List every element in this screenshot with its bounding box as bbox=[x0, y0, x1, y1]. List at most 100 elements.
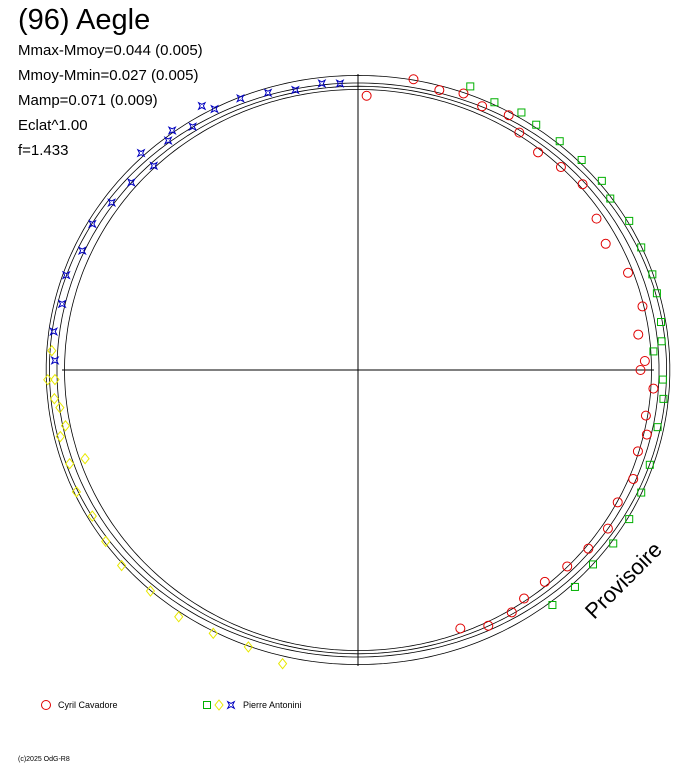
data-point bbox=[539, 576, 550, 587]
legend-marker bbox=[203, 701, 211, 709]
data-point bbox=[126, 178, 136, 187]
data-point bbox=[562, 561, 573, 572]
legend-marker bbox=[214, 699, 224, 711]
data-point bbox=[167, 126, 177, 135]
data-point bbox=[506, 607, 517, 618]
data-point bbox=[652, 289, 661, 298]
data-point bbox=[641, 429, 652, 440]
data-point bbox=[208, 627, 218, 640]
data-point bbox=[210, 104, 219, 114]
data-point bbox=[87, 219, 97, 229]
data-point bbox=[637, 301, 648, 312]
data-point bbox=[633, 329, 644, 340]
data-point bbox=[434, 85, 445, 96]
data-point bbox=[657, 318, 666, 327]
data-point bbox=[555, 137, 564, 146]
data-point bbox=[570, 582, 579, 591]
data-point bbox=[163, 136, 173, 145]
data-point bbox=[533, 147, 544, 158]
data-point bbox=[645, 460, 654, 469]
data-point bbox=[653, 423, 662, 432]
data-point bbox=[50, 373, 60, 386]
data-point bbox=[80, 452, 90, 465]
data-point bbox=[49, 327, 59, 336]
data-point bbox=[149, 161, 159, 171]
data-point bbox=[277, 657, 288, 670]
legend-label-pierre-antonini: Pierre Antonini bbox=[243, 700, 302, 710]
model-curve bbox=[56, 85, 660, 655]
copyright: (c)2025 OdG-R8 bbox=[18, 756, 70, 763]
data-point bbox=[188, 122, 198, 132]
data-point bbox=[583, 543, 594, 554]
data-point bbox=[658, 375, 667, 384]
data-point bbox=[503, 110, 514, 121]
stat-mamp: Mamp=0.071 (0.009) bbox=[18, 92, 158, 109]
data-points bbox=[43, 74, 668, 670]
data-point bbox=[589, 560, 598, 569]
data-point bbox=[628, 473, 639, 484]
data-point bbox=[101, 535, 111, 548]
data-point bbox=[290, 85, 300, 95]
legend-marker bbox=[226, 700, 236, 710]
stat-mmax-mmoy: Mmax-Mmoy=0.044 (0.005) bbox=[18, 42, 203, 59]
data-point bbox=[532, 120, 541, 129]
data-point bbox=[107, 198, 117, 208]
data-point bbox=[602, 523, 613, 534]
data-point bbox=[455, 623, 466, 634]
data-point bbox=[263, 88, 273, 98]
data-point bbox=[637, 243, 646, 252]
data-point bbox=[77, 246, 87, 256]
data-point bbox=[625, 515, 634, 524]
data-point bbox=[640, 410, 651, 421]
data-point bbox=[577, 179, 588, 190]
data-point bbox=[548, 601, 557, 610]
data-point bbox=[639, 355, 650, 366]
data-point bbox=[145, 585, 156, 597]
data-point bbox=[243, 641, 254, 653]
legend-label-cyril-cavadore: Cyril Cavadore bbox=[58, 700, 118, 710]
data-point bbox=[466, 82, 475, 91]
chart-title: (96) Aegle bbox=[18, 4, 151, 36]
data-point bbox=[483, 620, 494, 631]
data-point bbox=[61, 270, 71, 280]
data-point bbox=[458, 88, 469, 99]
data-point bbox=[236, 93, 245, 103]
data-point bbox=[47, 344, 57, 357]
stat-mmoy-mmin: Mmoy-Mmin=0.027 (0.005) bbox=[18, 67, 199, 84]
data-point bbox=[591, 213, 602, 224]
model-curve bbox=[48, 82, 668, 658]
data-point bbox=[612, 497, 623, 508]
data-point bbox=[87, 510, 97, 522]
data-point bbox=[408, 74, 419, 85]
data-point bbox=[335, 79, 345, 88]
data-point bbox=[606, 194, 615, 203]
data-point bbox=[64, 457, 75, 470]
data-point bbox=[597, 176, 606, 185]
data-point bbox=[50, 356, 60, 365]
data-point bbox=[477, 101, 488, 112]
data-point bbox=[116, 559, 127, 572]
model-curve bbox=[45, 75, 671, 666]
data-point bbox=[555, 162, 566, 173]
data-point bbox=[49, 392, 59, 405]
data-point bbox=[174, 610, 184, 623]
data-point bbox=[71, 486, 82, 498]
data-point bbox=[600, 238, 611, 249]
data-point bbox=[60, 420, 71, 432]
data-point bbox=[659, 394, 668, 403]
data-point bbox=[637, 488, 646, 497]
data-point bbox=[649, 347, 658, 356]
data-point bbox=[317, 79, 327, 88]
data-point bbox=[361, 90, 372, 101]
data-point bbox=[635, 365, 646, 375]
data-point bbox=[577, 155, 586, 164]
model-curve bbox=[64, 89, 652, 651]
data-point bbox=[197, 101, 207, 111]
data-point bbox=[136, 148, 146, 158]
data-point bbox=[57, 299, 67, 309]
data-point bbox=[55, 430, 65, 443]
data-point bbox=[517, 108, 526, 117]
data-point bbox=[625, 216, 634, 225]
data-point bbox=[648, 383, 659, 394]
